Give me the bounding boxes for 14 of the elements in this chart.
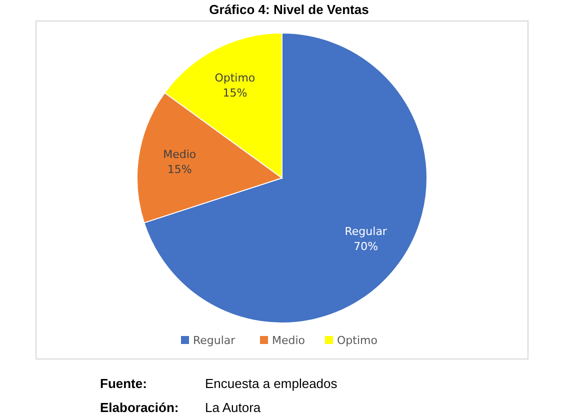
legend-label: Optimo [337,334,378,347]
slice-label: Optimo [214,72,256,85]
text: La Autora [205,400,262,415]
slice-label: Regular [344,224,388,238]
legend-label: Regular [193,334,236,347]
data-label: 70% [354,240,378,253]
text: Encuesta a empleados [205,376,338,391]
text: Elaboración: [100,400,179,415]
chart-title: Gráfico 4: Nivel de Ventas [209,2,369,17]
legend-label: Medio [272,334,306,347]
data-label: 15% [222,86,248,100]
source-note: Fuente: [100,376,147,391]
slice-label: Medio [163,148,196,161]
data-label: 15% [167,162,192,176]
